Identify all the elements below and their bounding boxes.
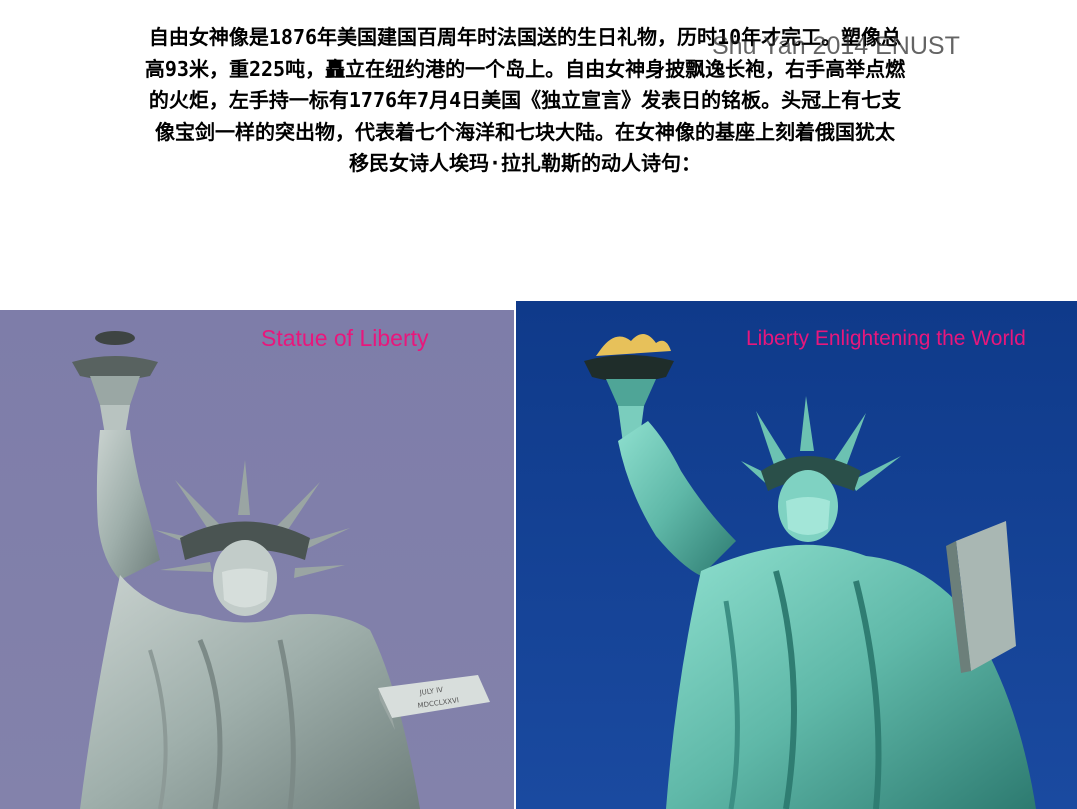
paragraph-line: 的火炬，左手持一标有1776年7月4日美国《独立宣言》发表日的铭板。头冠上有七支	[148, 88, 902, 112]
paragraph-line: 移民女诗人埃玛·拉扎勒斯的动人诗句：	[348, 151, 702, 175]
statue-of-liberty-caption: Statue of Liberty	[261, 325, 429, 351]
paragraph-line: 像宝剑一样的突出物，代表着七个海洋和七块大陆。在女神像的基座上刻着俄国犹太	[155, 119, 895, 144]
paragraph-line: 高93米，重225吨，矗立在纽约港的一个岛上。自由女神身披飘逸长袍，右手高举点燃	[144, 56, 906, 81]
tablet-left: JULY IV MDCCLXXVI	[378, 675, 490, 730]
statue-illustration-right	[516, 301, 1077, 809]
statue-photo-right	[516, 301, 1077, 809]
statue-illustration-left: JULY IV MDCCLXXVI	[0, 310, 514, 809]
paragraph-line: 自由女神像是1876年美国建国百周年时法国送的生日礼物，历时10年才完工。塑像总	[148, 25, 902, 49]
tablet-right	[946, 521, 1016, 673]
author-watermark: Shu Yan 2014 ENUST	[712, 32, 960, 60]
torch-left	[72, 331, 158, 435]
statue-photo-left: JULY IV MDCCLXXVI	[0, 310, 514, 809]
svg-text:JULY IV: JULY IV	[418, 686, 444, 697]
liberty-enlightening-caption: Liberty Enlightening the World	[746, 327, 1026, 350]
statue-description-paragraph: 自由女神像是1876年美国建国百周年时法国送的生日礼物，历时10年才完工。塑像总…	[10, 22, 1040, 180]
